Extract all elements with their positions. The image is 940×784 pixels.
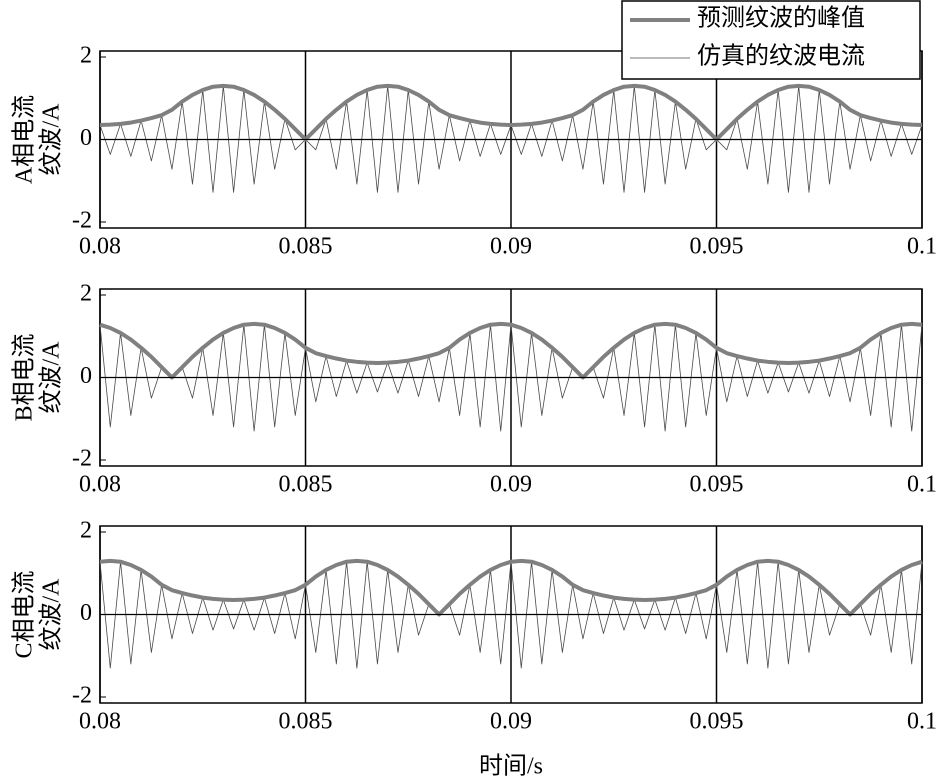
y-tick-label: 0 xyxy=(80,125,92,151)
y-axis-label: 纹波/A xyxy=(38,341,65,414)
y-tick-label: 2 xyxy=(80,518,92,544)
legend-label: 预测纹波的峰值 xyxy=(697,5,865,32)
x-tick-label: 0.095 xyxy=(690,234,744,260)
x-tick-label: 0.08 xyxy=(79,234,121,260)
y-axis-label: 纹波/A xyxy=(38,578,65,651)
y-tick-label: 0 xyxy=(80,600,92,626)
x-tick-label: 0.08 xyxy=(79,709,121,735)
x-tick-label: 0.085 xyxy=(279,472,333,498)
x-tick-label: 0.095 xyxy=(690,472,744,498)
y-tick-label: 2 xyxy=(80,281,92,307)
legend-box xyxy=(621,0,921,80)
x-tick-label: 0.09 xyxy=(490,234,532,260)
legend-label: 仿真的纹波电流 xyxy=(697,43,865,70)
x-tick-label: 0.085 xyxy=(279,234,333,260)
x-tick-label: 0.1 xyxy=(907,234,937,260)
y-axis-label: C相电流 xyxy=(11,570,38,658)
y-tick-label: -2 xyxy=(72,208,92,234)
x-tick-label: 0.09 xyxy=(490,472,532,498)
y-tick-label: -2 xyxy=(72,683,92,709)
y-tick-label: -2 xyxy=(72,446,92,472)
x-tick-label: 0.085 xyxy=(279,709,333,735)
peak-line xyxy=(99,558,923,617)
peak-line xyxy=(99,83,923,142)
y-tick-label: 2 xyxy=(80,43,92,69)
x-axis-label: 时间/s xyxy=(479,753,543,780)
x-tick-label: 0.095 xyxy=(690,709,744,735)
x-tick-label: 0.09 xyxy=(490,709,532,735)
peak-line xyxy=(99,321,923,380)
y-axis-label: A相电流 xyxy=(11,95,38,184)
x-tick-label: 0.1 xyxy=(907,709,937,735)
x-tick-label: 0.08 xyxy=(79,472,121,498)
y-tick-label: 0 xyxy=(80,363,92,389)
y-axis-label: 纹波/A xyxy=(38,103,65,176)
y-axis-label: B相电流 xyxy=(11,333,38,421)
x-tick-label: 0.1 xyxy=(907,472,937,498)
